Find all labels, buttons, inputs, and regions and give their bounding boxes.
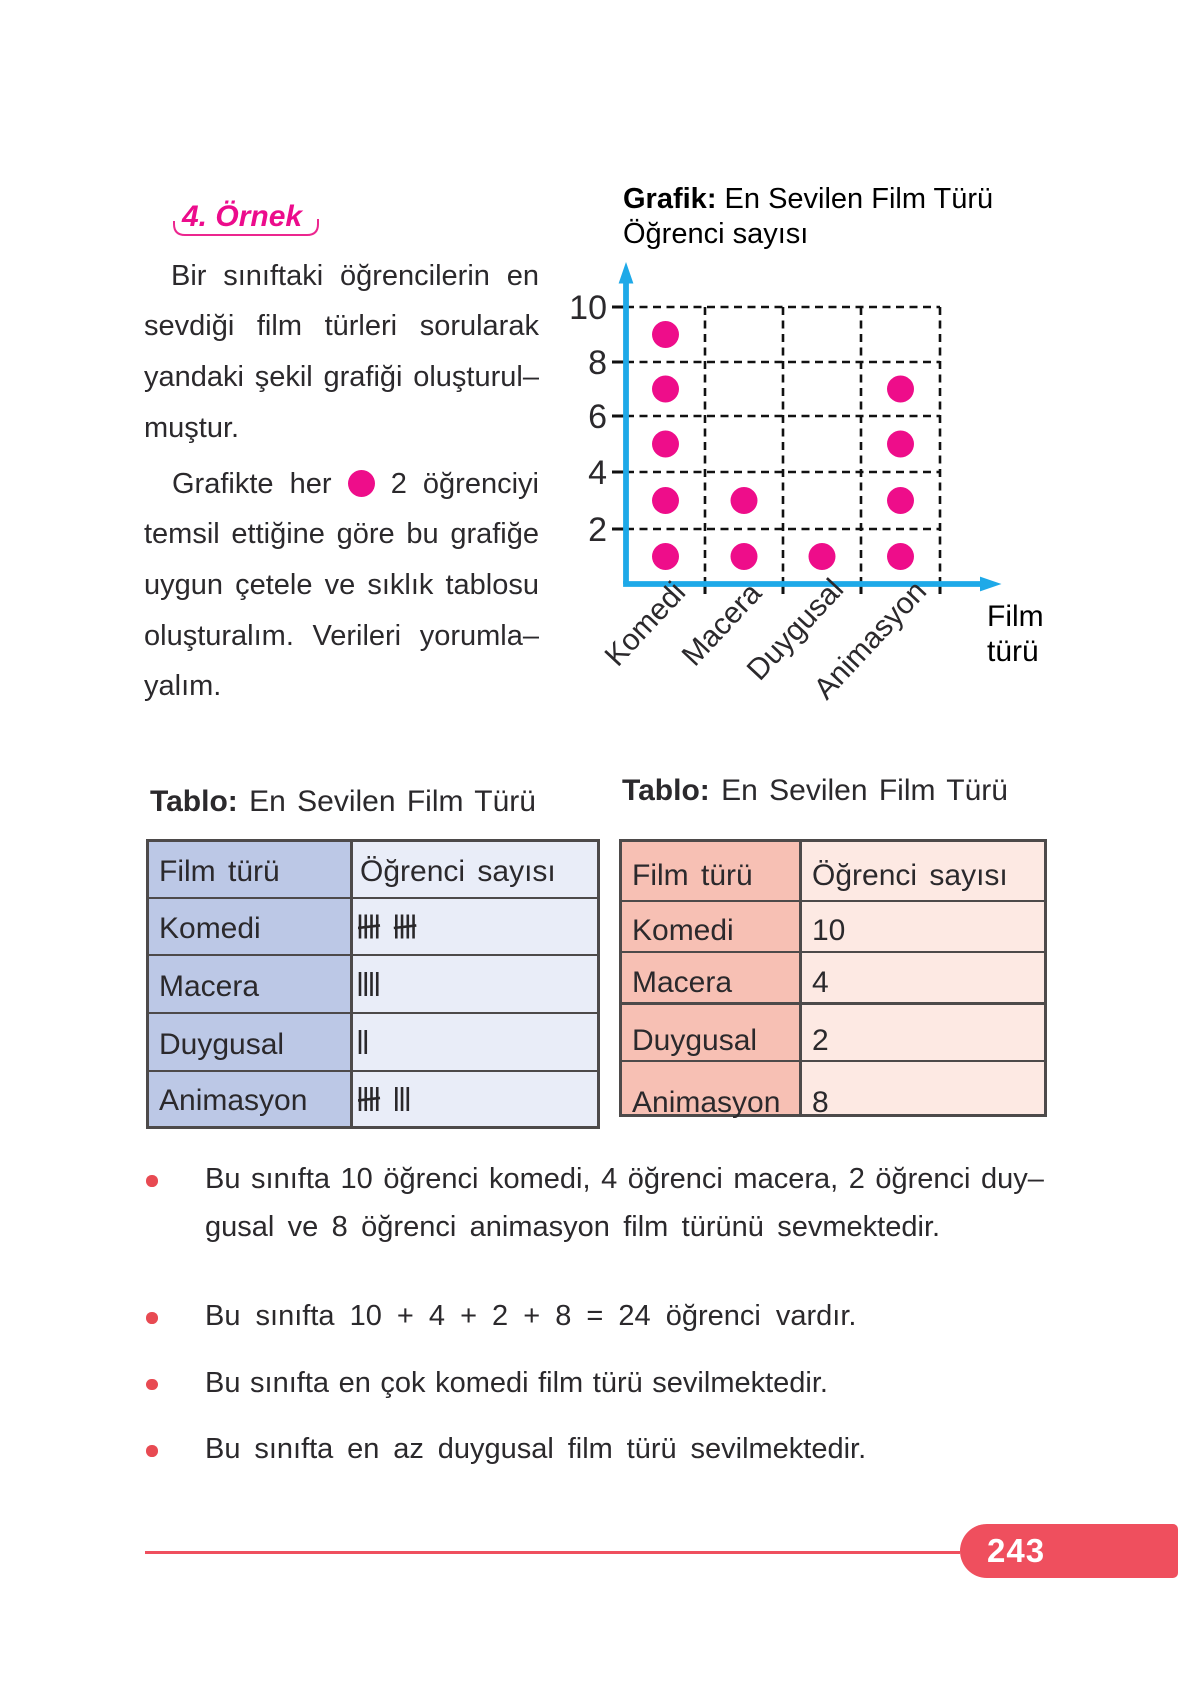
- svg-text:8: 8: [588, 344, 607, 382]
- svg-text:Grafik: En Sevilen Film Türü: Grafik: En Sevilen Film Türü: [623, 183, 993, 215]
- svg-text:Film: Film: [987, 600, 1044, 633]
- svg-text:türü: türü: [987, 635, 1039, 668]
- svg-text:4: 4: [588, 454, 607, 492]
- svg-text:2: 2: [588, 511, 607, 549]
- svg-text:Komedi: Komedi: [599, 576, 693, 673]
- svg-text:Öğrenci sayısı: Öğrenci sayısı: [623, 218, 808, 250]
- svg-text:10: 10: [569, 289, 607, 327]
- svg-text:6: 6: [588, 398, 607, 436]
